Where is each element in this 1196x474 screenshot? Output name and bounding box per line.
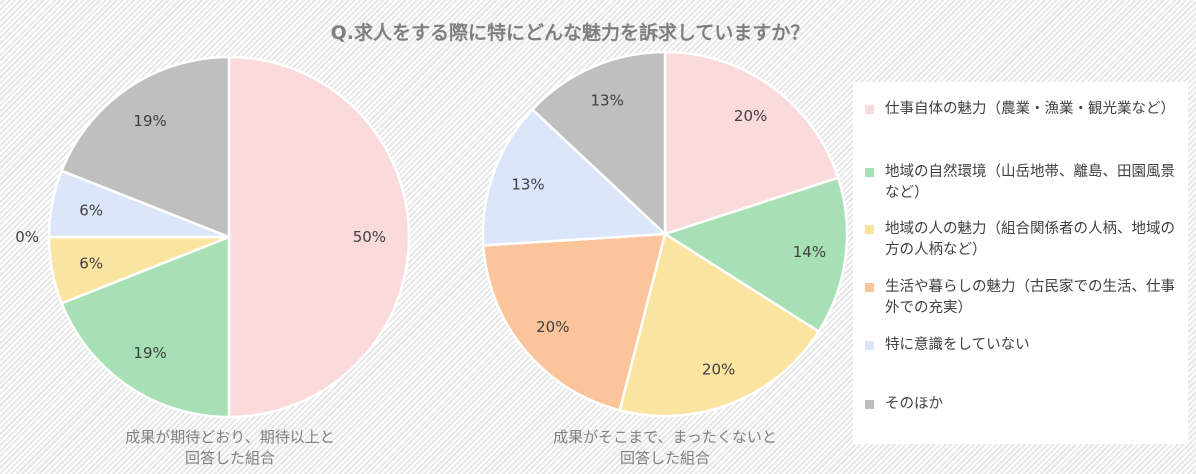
legend-label-other: そのほか [885, 396, 943, 412]
caption-right: 成果がそこまで、まったくないと 回答した組合 [515, 427, 815, 469]
pie2-label-work: 20% [734, 107, 767, 125]
caption-right-line2: 回答した組合 [619, 449, 710, 467]
legend-swatch-other [865, 400, 874, 409]
pie1-label-other: 19% [133, 112, 166, 130]
legend-label-none: 特に意識をしていない [885, 337, 1030, 353]
caption-right-line1: 成果がそこまで、まったくないと [553, 428, 777, 446]
chart-title: Q.求人をする際に特にどんな魅力を訴求していますか？ [330, 22, 810, 44]
pie2-slice-other [530, 50, 667, 237]
pie1-label-none: 6% [79, 202, 103, 220]
legend-swatch-none [865, 341, 874, 350]
legend-swatch-life [865, 283, 874, 292]
pie1-label-people: 6% [79, 254, 103, 272]
pie1-slice-work [227, 55, 411, 419]
pie1-label-life: 0% [15, 228, 39, 246]
legend-swatch-work [865, 105, 874, 114]
pie2-slice-nature [662, 176, 849, 334]
pie2-slice-work [663, 50, 840, 236]
legend: 仕事自体の魅力（農業・漁業・観光業など） 地域の自然環境（山岳地帯、離島、田園風… [853, 82, 1188, 444]
pie2-label-none: 13% [511, 176, 544, 194]
caption-left-line1: 成果が期待どおり、期待以上と [125, 428, 335, 446]
pie1-label-work: 50% [353, 228, 386, 246]
legend-label-work: 仕事自体の魅力（農業・漁業・観光業など） [885, 101, 1175, 117]
pie1-slice-other [60, 55, 231, 239]
caption-left: 成果が期待どおり、期待以上と 回答した組合 [80, 427, 380, 469]
legend-label-people: 地域の人の魅力（組合関係者の人柄、地域の方の人柄など） [885, 221, 1175, 258]
pie2-slice-none [481, 107, 668, 247]
pie1-label-nature: 19% [133, 344, 166, 362]
pie2-label-nature: 14% [793, 243, 826, 261]
pie2-slice-life [482, 232, 667, 412]
pie2-label-other: 13% [591, 91, 624, 109]
legend-label-life: 生活や暮らしの魅力（古民家での生活、仕事外での充実） [885, 279, 1175, 316]
pie1-slice-nature [60, 235, 231, 419]
legend-label-nature: 地域の自然環境（山岳地帯、離島、田園風景など） [885, 164, 1175, 201]
pie2-slice-people [618, 232, 821, 418]
caption-left-line2: 回答した組合 [184, 449, 275, 467]
legend-swatch-nature [865, 168, 874, 177]
pie2-label-life: 20% [536, 318, 569, 336]
pie2-label-people: 20% [702, 360, 735, 378]
legend-swatch-people [865, 225, 874, 234]
